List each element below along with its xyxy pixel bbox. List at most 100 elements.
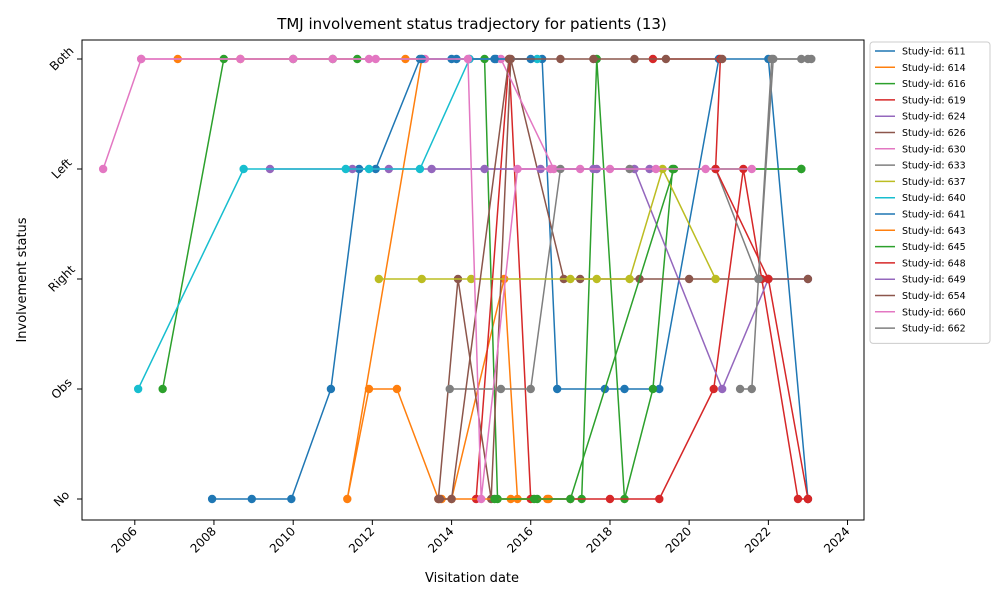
plot-area bbox=[81, 39, 865, 521]
legend-entry: Study-id: 626 bbox=[902, 128, 966, 139]
data-point bbox=[711, 274, 720, 284]
data-point bbox=[326, 384, 336, 394]
data-point bbox=[566, 274, 575, 284]
data-point bbox=[764, 274, 773, 284]
data-point bbox=[648, 384, 658, 394]
x-tick-label: 2018 bbox=[584, 524, 615, 555]
data-point bbox=[463, 54, 473, 64]
data-point bbox=[364, 384, 374, 394]
data-point bbox=[417, 274, 426, 284]
data-point bbox=[709, 384, 718, 394]
data-point bbox=[467, 274, 476, 284]
y-tick-label: Left bbox=[49, 156, 75, 182]
x-tick-label: 2024 bbox=[821, 524, 852, 555]
x-tick-label: 2016 bbox=[504, 524, 535, 555]
data-point bbox=[287, 494, 296, 504]
data-point bbox=[717, 384, 727, 394]
x-tick-label: 2020 bbox=[663, 524, 694, 555]
data-point bbox=[504, 54, 514, 64]
series-line bbox=[378, 166, 717, 280]
x-tick-label: 2022 bbox=[742, 524, 773, 555]
data-point bbox=[769, 54, 778, 64]
chart-title: TMJ involvement status tradjectory for p… bbox=[276, 15, 667, 33]
legend-entry: Study-id: 662 bbox=[902, 324, 966, 335]
legend-entry: Study-id: 624 bbox=[902, 112, 966, 123]
data-point bbox=[556, 54, 565, 64]
data-point bbox=[133, 384, 143, 394]
data-point bbox=[374, 274, 384, 284]
series-line bbox=[102, 58, 752, 500]
data-point bbox=[427, 164, 436, 174]
data-point bbox=[364, 164, 374, 174]
data-point bbox=[392, 384, 402, 394]
x-tick-label: 2014 bbox=[425, 524, 456, 555]
data-point bbox=[207, 494, 217, 504]
legend-entry: Study-id: 660 bbox=[902, 307, 966, 318]
data-point bbox=[341, 164, 350, 174]
data-point bbox=[735, 384, 745, 394]
data-point bbox=[661, 54, 671, 64]
y-tick-label: Right bbox=[46, 262, 78, 294]
data-point bbox=[447, 494, 456, 504]
legend-entry: Study-id: 643 bbox=[902, 226, 966, 237]
data-point bbox=[566, 494, 575, 504]
data-point bbox=[343, 494, 352, 504]
data-point bbox=[803, 274, 813, 284]
data-point bbox=[605, 494, 615, 504]
data-point bbox=[747, 164, 756, 174]
data-point bbox=[371, 54, 380, 64]
data-point bbox=[136, 54, 146, 64]
data-point bbox=[476, 494, 486, 504]
legend-entry: Study-id: 616 bbox=[902, 79, 966, 90]
legend: Study-id: 611 Study-id: 614 Study-id: 616 S… bbox=[869, 41, 991, 344]
x-tick-label: 2010 bbox=[267, 524, 298, 555]
legend-entry: Study-id: 611 bbox=[902, 47, 966, 58]
data-point bbox=[747, 384, 756, 394]
x-axis: 2006 2008 2010 2012 2014 2016 2018 2020 2022 2024 bbox=[108, 520, 853, 556]
data-point bbox=[239, 164, 248, 174]
data-point bbox=[807, 54, 816, 64]
legend-entry: Study-id: 640 bbox=[902, 193, 966, 204]
data-point bbox=[793, 494, 803, 504]
data-point bbox=[630, 54, 639, 64]
data-point bbox=[435, 494, 445, 504]
legend-entry: Study-id: 654 bbox=[902, 291, 966, 302]
data-point bbox=[546, 164, 555, 174]
data-point bbox=[496, 384, 506, 394]
data-point bbox=[625, 274, 634, 284]
legend-entry: Study-id: 614 bbox=[902, 63, 966, 74]
data-point bbox=[513, 164, 522, 174]
legend-entry: Study-id: 633 bbox=[902, 161, 966, 172]
legend-entry: Study-id: 648 bbox=[902, 258, 966, 269]
data-point bbox=[620, 384, 629, 394]
data-point bbox=[445, 384, 454, 394]
data-point bbox=[415, 164, 425, 174]
data-point bbox=[655, 384, 664, 394]
data-point bbox=[797, 54, 806, 64]
x-tick-label: 2012 bbox=[346, 524, 377, 555]
data-point bbox=[526, 384, 535, 394]
y-tick-label: No bbox=[51, 488, 72, 509]
data-point bbox=[552, 384, 562, 394]
data-point bbox=[803, 494, 813, 504]
data-point bbox=[797, 164, 806, 174]
y-axis: No Obs Right Left Both bbox=[46, 44, 82, 509]
data-point bbox=[529, 494, 539, 504]
data-point bbox=[754, 274, 763, 284]
data-point bbox=[717, 54, 727, 64]
data-point bbox=[589, 54, 598, 64]
y-axis-label: Involvement status bbox=[15, 217, 30, 342]
legend-entry: Study-id: 619 bbox=[902, 95, 966, 106]
series-line bbox=[439, 58, 723, 500]
data-point bbox=[592, 274, 601, 284]
data-point bbox=[98, 164, 108, 174]
legend-entry: Study-id: 649 bbox=[902, 275, 966, 286]
x-axis-label: Visitation date bbox=[425, 571, 519, 586]
legend-entry: Study-id: 637 bbox=[902, 177, 966, 188]
data-point bbox=[701, 164, 710, 174]
legend-entry: Study-id: 645 bbox=[902, 242, 966, 253]
data-point bbox=[158, 384, 167, 394]
data-point bbox=[247, 494, 256, 504]
data-point bbox=[490, 494, 499, 504]
